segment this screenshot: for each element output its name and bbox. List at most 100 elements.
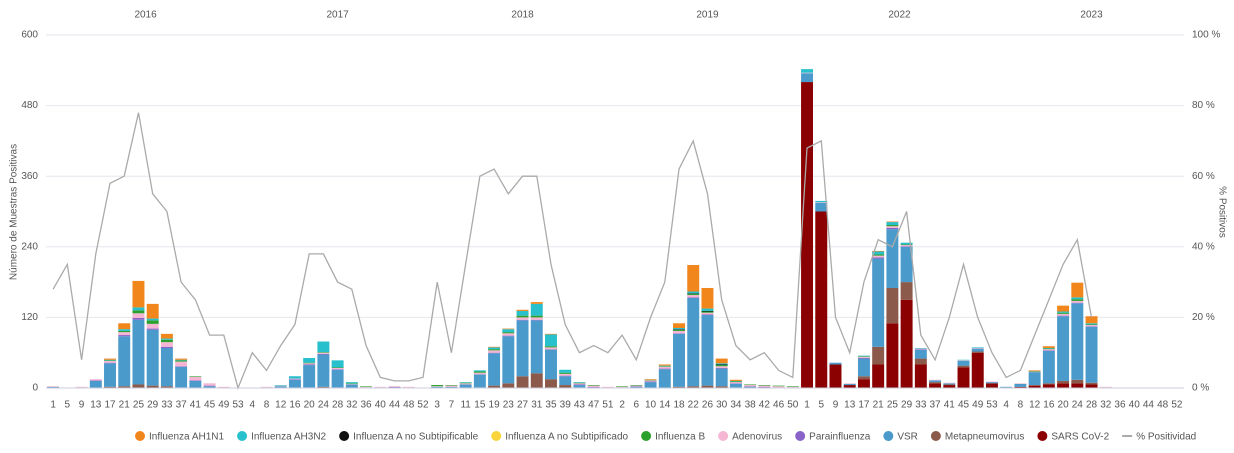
bar-segment: [189, 380, 202, 388]
bar-segment: [146, 323, 159, 329]
legend-swatch: [135, 431, 145, 441]
legend-item[interactable]: Influenza A no Subtipificado: [491, 431, 629, 443]
bar-segment: [274, 385, 287, 387]
bar-segment: [502, 329, 515, 333]
bar-segment: [715, 364, 728, 366]
bar-segment: [317, 352, 330, 354]
bar-segment: [488, 347, 501, 350]
bar-segment: [516, 310, 529, 316]
y-tick-label: 120: [21, 312, 38, 323]
x-tick-label: 40: [1129, 400, 1141, 411]
bar-segment: [345, 384, 358, 388]
bar-segment: [644, 382, 657, 388]
bar-segment: [673, 333, 685, 334]
bar-segment: [374, 386, 387, 388]
x-tick-label: 1: [804, 400, 810, 411]
bar-segment: [1071, 303, 1084, 380]
legend-item[interactable]: Metapneumovirus: [930, 431, 1024, 443]
bar-segment: [459, 383, 472, 385]
bar-segment: [701, 312, 714, 315]
bar-segment: [616, 386, 629, 388]
bar-segment: [160, 338, 173, 340]
bar-segment: [957, 367, 970, 388]
bar-segment: [843, 385, 856, 388]
bar-segment: [957, 360, 970, 361]
bar-segment: [1057, 312, 1070, 314]
bar-segment: [1042, 350, 1055, 384]
bar-segment: [317, 352, 330, 353]
legend-item[interactable]: Parainfluenza: [795, 431, 871, 443]
bar-segment: [445, 385, 458, 386]
bar-segment: [886, 227, 899, 230]
bar-segment: [331, 367, 344, 368]
x-tick-label: 29: [147, 400, 159, 411]
bar-segment: [914, 364, 927, 388]
legend-item[interactable]: Influenza B: [641, 431, 705, 443]
bar-segment: [303, 365, 316, 388]
bar-segment: [160, 342, 173, 347]
legend-item[interactable]: Influenza AH3N2: [237, 431, 327, 443]
legend-label: % Positividad: [1136, 432, 1196, 443]
bar-segment: [701, 315, 714, 386]
x-tick-label: 47: [588, 400, 600, 411]
bar-segment: [943, 385, 956, 388]
bar-segment: [545, 334, 557, 347]
x-tick-label: 17: [104, 400, 116, 411]
bar-segment: [175, 366, 188, 367]
bar-segment: [843, 383, 856, 384]
bar-segment: [303, 363, 316, 365]
bar-segment: [545, 349, 557, 380]
x-tick-label: 34: [730, 400, 742, 411]
bar-segment: [303, 364, 316, 366]
x-tick-label: 36: [361, 400, 373, 411]
bar-segment: [658, 366, 671, 369]
bar-segment: [189, 376, 202, 381]
x-tick-label: 24: [1072, 400, 1084, 411]
x-tick-label: 32: [346, 400, 358, 411]
legend-item[interactable]: % Positividad: [1122, 432, 1196, 443]
x-tick-label: 21: [119, 400, 131, 411]
y-tick-label: 360: [21, 171, 38, 182]
bar-segment: [729, 382, 742, 384]
bar-segment: [957, 360, 970, 366]
x-tick-label: 27: [517, 400, 529, 411]
legend-swatch: [795, 431, 806, 441]
legend-item[interactable]: Influenza AH1N1: [135, 431, 224, 443]
bar-segment: [886, 225, 899, 227]
bar-segment: [175, 358, 188, 360]
x-tick-label: 2: [619, 400, 625, 411]
bar-segment: [616, 386, 629, 387]
bar-segment: [900, 282, 913, 300]
bar-segment: [815, 211, 828, 388]
x-tick-label: 13: [844, 400, 856, 411]
bar-segment: [872, 364, 885, 388]
legend-item[interactable]: Influenza A no Subtipificable: [339, 431, 479, 443]
bar-segment: [886, 287, 899, 324]
bar-segment: [559, 372, 572, 374]
bar-segment: [288, 378, 301, 380]
bar-segment: [1085, 326, 1098, 383]
legend-label: Influenza A no Subtipificable: [353, 432, 479, 443]
bar-segment: [673, 323, 685, 328]
legend-item[interactable]: Adenovirus: [718, 431, 782, 443]
bar-segment: [132, 307, 145, 311]
x-tick-label: 49: [972, 400, 984, 411]
period-label: 2023: [1080, 10, 1103, 21]
x-tick-label: 28: [332, 400, 344, 411]
x-tick-label: 53: [986, 400, 998, 411]
legend-item[interactable]: SARS CoV-2: [1037, 431, 1110, 443]
bar-segment: [914, 358, 927, 365]
bar-segment: [687, 291, 700, 294]
bar-segment: [929, 383, 942, 388]
bar-segment: [715, 367, 728, 369]
legend-swatch: [339, 431, 350, 441]
x-tick-label: 31: [531, 400, 543, 411]
bar-segment: [89, 379, 102, 381]
bar-segment: [331, 360, 344, 368]
bar-segment: [829, 364, 842, 388]
bar-segment: [715, 365, 728, 367]
bar-segment: [985, 383, 998, 388]
legend-item[interactable]: VSR: [883, 431, 918, 443]
y2-tick-label: 80 %: [1192, 100, 1215, 111]
